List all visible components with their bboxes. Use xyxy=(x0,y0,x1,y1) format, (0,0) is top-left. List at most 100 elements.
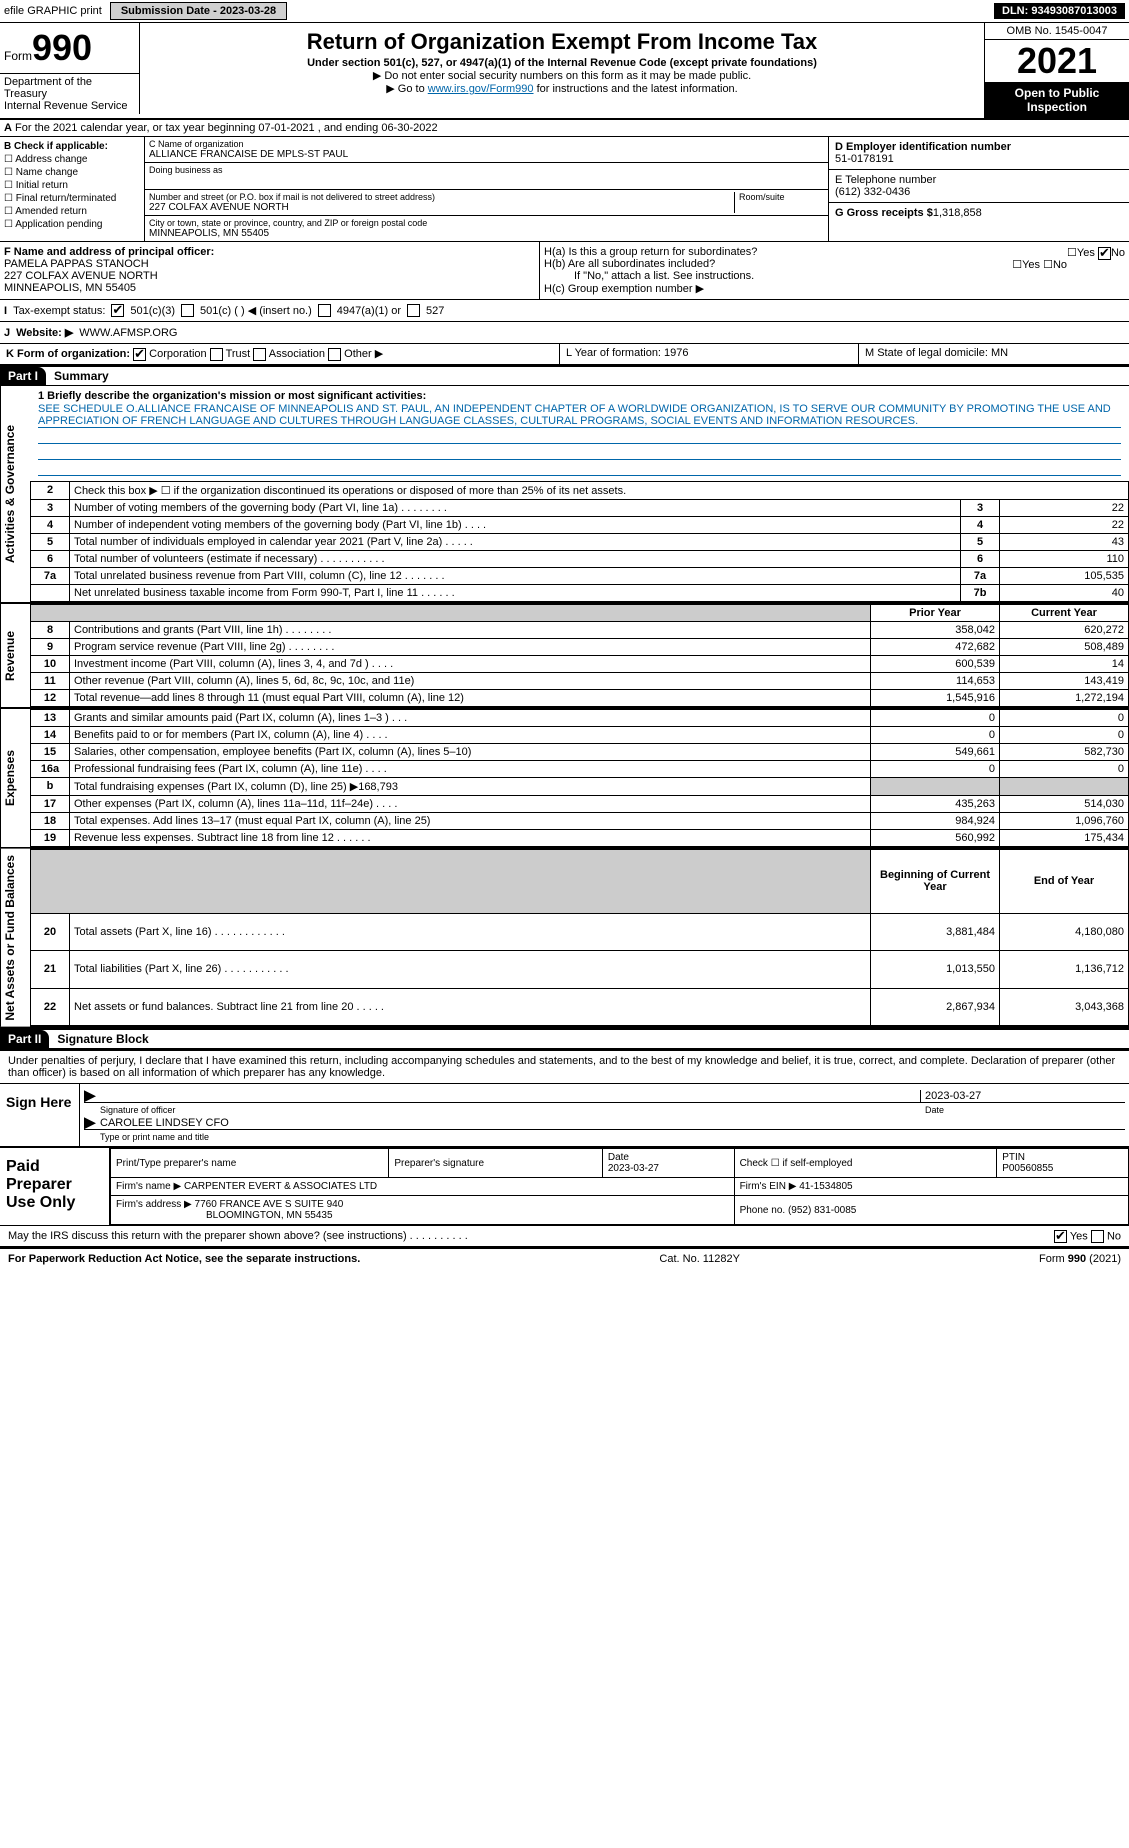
block-b-through-g: B Check if applicable: ☐ Address change … xyxy=(0,137,1129,242)
chk-501c3[interactable] xyxy=(111,304,124,317)
mission-blank2 xyxy=(38,445,1121,460)
table-row: 5Total number of individuals employed in… xyxy=(31,533,1129,550)
table-row: 17Other expenses (Part IX, column (A), l… xyxy=(31,795,1129,812)
state-domicile: M State of legal domicile: MN xyxy=(859,344,1129,364)
table-row: 8Contributions and grants (Part VIII, li… xyxy=(31,621,1129,638)
discuss-yes-check[interactable] xyxy=(1054,1230,1067,1243)
part2-badge: Part II xyxy=(0,1030,49,1048)
row-a-text: For the 2021 calendar year, or tax year … xyxy=(15,122,438,134)
firm-name-cell: Firm's name ▶ CARPENTER EVERT & ASSOCIAT… xyxy=(111,1178,735,1196)
goto-prefix: ▶ Go to xyxy=(386,83,427,95)
expenses-section: Expenses 13Grants and similar amounts pa… xyxy=(0,709,1129,849)
chk-corp[interactable] xyxy=(133,348,146,361)
arrow-icon xyxy=(84,1117,96,1129)
table-row: 13Grants and similar amounts paid (Part … xyxy=(31,709,1129,726)
prep-selfemp: Check ☐ if self-employed xyxy=(734,1149,997,1178)
col-b-checkboxes: B Check if applicable: ☐ Address change … xyxy=(0,137,145,241)
hc-label: H(c) Group exemption number ▶ xyxy=(544,282,1125,295)
chk-name-change[interactable]: ☐ Name change xyxy=(4,167,140,178)
table-row: Print/Type preparer's name Preparer's si… xyxy=(111,1149,1129,1178)
prep-date-cell: Date2023-03-27 xyxy=(602,1149,734,1178)
table-row: 16aProfessional fundraising fees (Part I… xyxy=(31,760,1129,777)
open-to-public: Open to Public Inspection xyxy=(985,82,1129,118)
efile-label: efile GRAPHIC print xyxy=(4,5,102,17)
part2-title: Signature Block xyxy=(49,1030,156,1048)
city-label: City or town, state or province, country… xyxy=(149,218,824,228)
discuss-row: May the IRS discuss this return with the… xyxy=(0,1226,1129,1248)
top-bar: efile GRAPHIC print Submission Date - 20… xyxy=(0,0,1129,23)
hb-row: H(b) Are all subordinates included? ☐Yes… xyxy=(544,258,1125,270)
form-word: Form xyxy=(4,49,32,63)
chk-other[interactable] xyxy=(328,348,341,361)
table-row: 20Total assets (Part X, line 16) . . . .… xyxy=(31,913,1129,951)
chk-trust[interactable] xyxy=(210,348,223,361)
city-cell: City or town, state or province, country… xyxy=(145,216,828,241)
officer-h-row: F Name and address of principal officer:… xyxy=(0,242,1129,300)
chk-address-change[interactable]: ☐ Address change xyxy=(4,154,140,165)
col-d-e-g: D Employer identification number 51-0178… xyxy=(829,137,1129,241)
page-footer: For Paperwork Reduction Act Notice, see … xyxy=(0,1248,1129,1269)
officer-city: MINNEAPOLIS, MN 55405 xyxy=(4,282,136,294)
gross-cell: G Gross receipts $1,318,858 xyxy=(829,203,1129,223)
status-label: Tax-exempt status: xyxy=(13,305,105,317)
table-row: 21Total liabilities (Part X, line 26) . … xyxy=(31,951,1129,989)
street-label: Number and street (or P.O. box if mail i… xyxy=(149,192,734,202)
gross-label: G Gross receipts $ xyxy=(835,207,933,219)
dba-value xyxy=(149,175,824,187)
ein-label: D Employer identification number xyxy=(835,141,1011,153)
table-row: Firm's address ▶ 7760 FRANCE AVE S SUITE… xyxy=(111,1196,1129,1225)
part2-header-row: Part II Signature Block xyxy=(0,1028,1129,1049)
chk-final-return[interactable]: ☐ Final return/terminated xyxy=(4,193,140,204)
mission-blank1 xyxy=(38,429,1121,444)
officer-name: PAMELA PAPPAS STANOCH xyxy=(4,258,149,270)
org-name: ALLIANCE FRANCAISE DE MPLS-ST PAUL xyxy=(149,149,824,160)
revenue-table: Prior YearCurrent Year 8Contributions an… xyxy=(30,604,1129,707)
prior-year-header: Prior Year xyxy=(871,604,1000,621)
row-i-status: ITax-exempt status: 501(c)(3) 501(c) ( )… xyxy=(0,300,1129,322)
ha-no-check[interactable] xyxy=(1098,247,1111,260)
dept-treasury: Department of the Treasury Internal Reve… xyxy=(0,73,140,114)
table-row: 14Benefits paid to or for members (Part … xyxy=(31,726,1129,743)
officer-sig-line: 2023-03-27 xyxy=(84,1090,1125,1103)
tel-cell: E Telephone number (612) 332-0436 xyxy=(829,170,1129,203)
mission-block: 1 Briefly describe the organization's mi… xyxy=(30,386,1129,481)
irs-link[interactable]: www.irs.gov/Form990 xyxy=(428,83,534,95)
officer-name-line: CAROLEE LINDSEY CFO xyxy=(84,1117,1125,1130)
prep-sig-hdr: Preparer's signature xyxy=(389,1149,603,1178)
chk-app-pending[interactable]: ☐ Application pending xyxy=(4,219,140,230)
discuss-no-check[interactable] xyxy=(1091,1230,1104,1243)
part1-title: Summary xyxy=(46,367,117,385)
tel-value: (612) 332-0436 xyxy=(835,186,910,198)
table-row: Net unrelated business taxable income fr… xyxy=(31,584,1129,601)
firm-phone-cell: Phone no. (952) 831-0085 xyxy=(734,1196,1128,1225)
tax-year: 2021 xyxy=(985,40,1129,82)
h-block: H(a) Is this a group return for subordin… xyxy=(540,242,1129,299)
chk-amended[interactable]: ☐ Amended return xyxy=(4,206,140,217)
korg-label: K Form of organization: xyxy=(6,348,130,360)
prep-ptin-cell: PTINP00560855 xyxy=(997,1149,1129,1178)
table-row: 3Number of voting members of the governi… xyxy=(31,499,1129,516)
ein-cell: D Employer identification number 51-0178… xyxy=(829,137,1129,170)
street-cell: Number and street (or P.O. box if mail i… xyxy=(145,190,828,216)
chk-4947[interactable] xyxy=(318,304,331,317)
table-row: 4Number of independent voting members of… xyxy=(31,516,1129,533)
chk-501c[interactable] xyxy=(181,304,194,317)
chk-527[interactable] xyxy=(407,304,420,317)
street-value: 227 COLFAX AVENUE NORTH xyxy=(149,202,734,213)
side-tab-netassets: Net Assets or Fund Balances xyxy=(0,849,30,1027)
sig-officer-label: Signature of officer xyxy=(100,1105,175,1115)
table-row: 11Other revenue (Part VIII, column (A), … xyxy=(31,672,1129,689)
table-row: Firm's name ▶ CARPENTER EVERT & ASSOCIAT… xyxy=(111,1178,1129,1196)
hb-label: H(b) Are all subordinates included? xyxy=(544,258,715,270)
table-row: Beginning of Current YearEnd of Year xyxy=(31,849,1129,913)
tel-label: E Telephone number xyxy=(835,174,936,186)
submission-date-button[interactable]: Submission Date - 2023-03-28 xyxy=(110,2,287,20)
row-a-prefix: A xyxy=(4,122,12,134)
side-tab-revenue: Revenue xyxy=(0,604,30,707)
table-row: Prior YearCurrent Year xyxy=(31,604,1129,621)
table-row: 9Program service revenue (Part VIII, lin… xyxy=(31,638,1129,655)
eoy-header: End of Year xyxy=(1000,849,1129,913)
chk-initial-return[interactable]: ☐ Initial return xyxy=(4,180,140,191)
room-label: Room/suite xyxy=(734,192,824,213)
chk-assoc[interactable] xyxy=(253,348,266,361)
